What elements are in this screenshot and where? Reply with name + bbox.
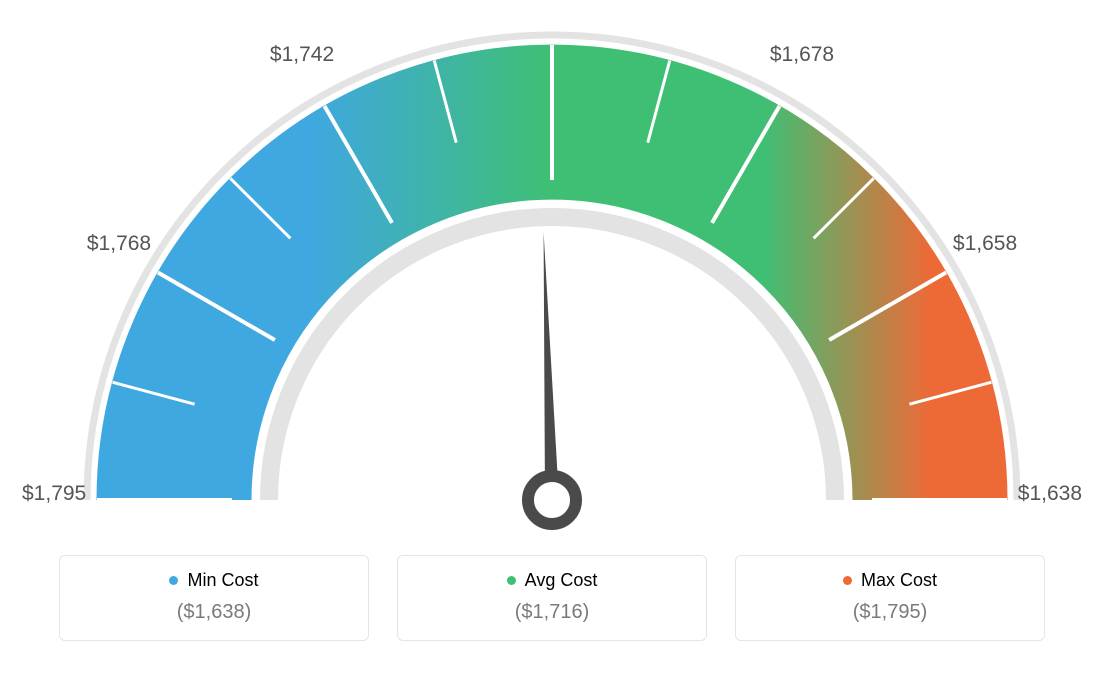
gauge-svg: $1,638$1,658$1,678$1,716$1,742$1,768$1,7…	[0, 0, 1104, 545]
dot-icon	[169, 576, 178, 585]
legend-max-card: Max Cost ($1,795)	[735, 555, 1045, 641]
dot-icon	[843, 576, 852, 585]
legend-max-value: ($1,795)	[746, 601, 1034, 624]
gauge-tick-label: $1,658	[953, 232, 1017, 255]
legend-avg-card: Avg Cost ($1,716)	[397, 555, 707, 641]
legend-avg-value: ($1,716)	[408, 601, 696, 624]
gauge-tick-label: $1,638	[1018, 482, 1082, 505]
legend-avg-label: Avg Cost	[525, 570, 598, 591]
gauge-tick-label: $1,742	[270, 43, 334, 66]
legend-min-card: Min Cost ($1,638)	[59, 555, 369, 641]
gauge-tick-label: $1,678	[770, 43, 834, 66]
legend-max-label: Max Cost	[861, 570, 937, 591]
legend-min-value: ($1,638)	[70, 601, 358, 624]
gauge-tick-label: $1,795	[22, 482, 86, 505]
gauge-tick-label: $1,768	[87, 232, 151, 255]
cost-gauge-chart: $1,638$1,658$1,678$1,716$1,742$1,768$1,7…	[0, 0, 1104, 545]
gauge-needle	[520, 231, 577, 524]
legend-row: Min Cost ($1,638) Avg Cost ($1,716) Max …	[0, 555, 1104, 641]
legend-min-label: Min Cost	[187, 570, 258, 591]
dot-icon	[507, 576, 516, 585]
